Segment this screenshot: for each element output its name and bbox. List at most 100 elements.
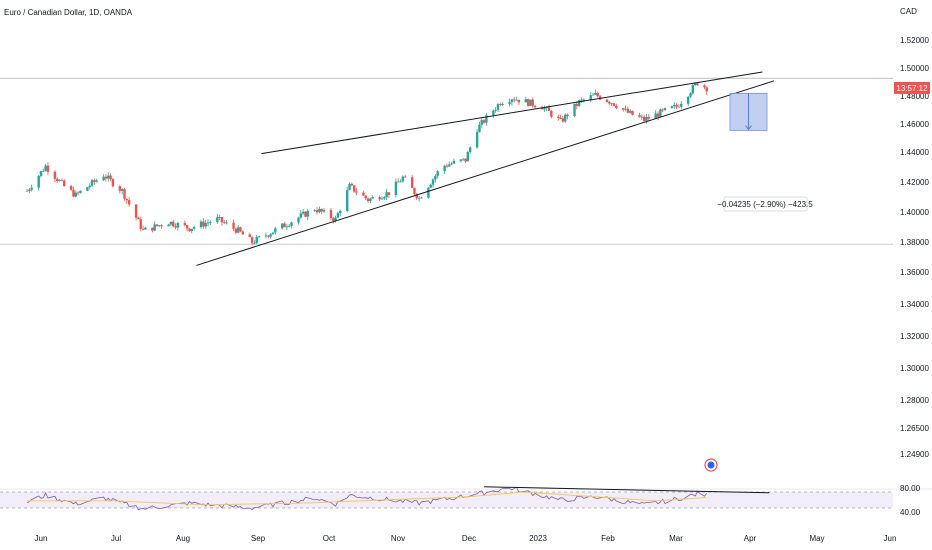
candle-body bbox=[345, 190, 349, 211]
candle-body bbox=[53, 171, 57, 179]
candle-body bbox=[74, 192, 77, 197]
price-tick-label: 1.32000 bbox=[900, 332, 929, 341]
candle-body bbox=[510, 99, 514, 103]
time-tick-label: Oct bbox=[323, 534, 336, 543]
candle-body bbox=[656, 113, 660, 117]
candle-body bbox=[204, 222, 207, 227]
candle-body bbox=[218, 217, 221, 218]
candle-body bbox=[60, 180, 64, 181]
candle-body bbox=[654, 113, 657, 119]
price-tick-label: 1.30000 bbox=[900, 364, 929, 373]
candle-body bbox=[670, 106, 674, 109]
candle-body bbox=[496, 104, 500, 110]
candle-body bbox=[139, 219, 142, 229]
candle-body bbox=[638, 114, 641, 117]
candle-body bbox=[39, 171, 43, 176]
candle-body bbox=[557, 116, 560, 118]
candle-body bbox=[185, 225, 189, 229]
price-tick-label: 1.46000 bbox=[900, 120, 929, 129]
candle-body bbox=[466, 152, 470, 162]
rsi-tick-label: 80.00 bbox=[900, 484, 921, 493]
candle-body bbox=[123, 189, 126, 199]
measure-arrowhead bbox=[745, 125, 752, 131]
candle-body bbox=[25, 190, 29, 192]
candle-body bbox=[703, 85, 706, 88]
candle-body bbox=[72, 189, 75, 197]
candle-body bbox=[281, 223, 284, 229]
price-badge bbox=[894, 81, 930, 94]
candle-body bbox=[515, 99, 518, 101]
candle-body bbox=[109, 175, 112, 180]
candle-body bbox=[475, 132, 479, 148]
candle-body bbox=[647, 117, 650, 119]
candle-body bbox=[111, 179, 115, 187]
candle-body bbox=[93, 180, 96, 182]
candle-body bbox=[44, 165, 47, 172]
candle-body bbox=[183, 223, 187, 226]
candle-body bbox=[559, 117, 562, 119]
candle-body bbox=[269, 234, 272, 237]
candle-body bbox=[443, 165, 446, 172]
rsi-ma-line bbox=[27, 491, 707, 506]
candle-body bbox=[689, 93, 692, 97]
rsi-line bbox=[26, 486, 708, 511]
candle-body bbox=[547, 107, 551, 112]
price-badge-label: 13:57:12 bbox=[896, 84, 928, 93]
time-tick-label: 2023 bbox=[529, 534, 547, 543]
candle-body bbox=[533, 105, 537, 108]
candle-body bbox=[253, 243, 256, 244]
candle-body bbox=[58, 180, 61, 181]
candle-body bbox=[339, 210, 342, 214]
candle-body bbox=[464, 158, 467, 162]
price-tick-label: 1.26500 bbox=[900, 424, 929, 433]
candle-body bbox=[478, 124, 481, 133]
candle-body bbox=[322, 210, 326, 212]
rsi-tick-label: 40.00 bbox=[900, 508, 921, 517]
candle-body bbox=[431, 179, 435, 185]
candle-body bbox=[257, 236, 261, 238]
candle-body bbox=[216, 217, 219, 223]
candle-body bbox=[608, 101, 611, 104]
price-tick-label: 1.52000 bbox=[900, 36, 929, 45]
candle-body bbox=[624, 108, 627, 110]
candle-body bbox=[445, 165, 449, 167]
candle-body bbox=[577, 100, 581, 106]
candle-body bbox=[79, 190, 82, 193]
price-tick-label: 1.34000 bbox=[900, 300, 929, 309]
candle-body bbox=[693, 83, 697, 86]
candle-body bbox=[480, 120, 483, 125]
candle-body bbox=[397, 181, 400, 183]
candle-body bbox=[355, 191, 358, 193]
candle-body bbox=[596, 92, 599, 97]
candle-body bbox=[564, 114, 567, 122]
candle-body bbox=[223, 222, 226, 224]
candle-body bbox=[705, 87, 708, 92]
candle-body bbox=[306, 210, 309, 217]
candle-body bbox=[144, 227, 147, 230]
candle-body bbox=[482, 120, 486, 123]
candle-body bbox=[631, 110, 634, 115]
candle-body bbox=[255, 236, 258, 244]
candle-body bbox=[401, 176, 405, 182]
candle-body bbox=[580, 99, 583, 101]
candle-body bbox=[383, 197, 386, 199]
candle-body bbox=[299, 213, 303, 218]
price-tick-label: 1.42000 bbox=[900, 178, 929, 187]
candle-body bbox=[420, 197, 423, 199]
candle-body bbox=[236, 227, 240, 233]
candle-body bbox=[172, 221, 175, 227]
candle-body bbox=[209, 222, 212, 223]
candle-body bbox=[513, 99, 516, 101]
candle-body bbox=[332, 218, 335, 221]
candle-body bbox=[274, 228, 277, 233]
candle-body bbox=[290, 222, 293, 226]
candle-body bbox=[176, 223, 180, 228]
candle-body bbox=[642, 116, 646, 121]
candle-body bbox=[127, 200, 131, 205]
price-tick-label: 1.44000 bbox=[900, 148, 929, 157]
candle-body bbox=[234, 228, 238, 233]
candle-body bbox=[107, 175, 110, 179]
candle-body bbox=[42, 171, 45, 172]
candle-body bbox=[202, 221, 205, 227]
